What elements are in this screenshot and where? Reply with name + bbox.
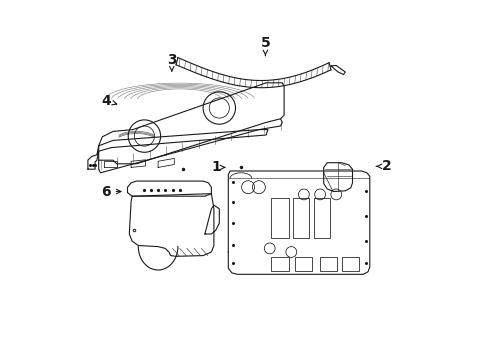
Bar	[292, 198, 309, 238]
Text: 3: 3	[166, 54, 176, 71]
Text: 2: 2	[375, 159, 391, 173]
Bar	[313, 198, 329, 238]
Text: 6: 6	[101, 185, 121, 198]
Bar	[320, 257, 337, 271]
Bar	[294, 257, 311, 271]
Text: 1: 1	[211, 161, 224, 174]
Text: 4: 4	[101, 94, 117, 108]
Bar	[271, 198, 288, 238]
Bar	[271, 257, 288, 271]
Bar	[341, 257, 358, 271]
Text: 5: 5	[260, 36, 270, 56]
